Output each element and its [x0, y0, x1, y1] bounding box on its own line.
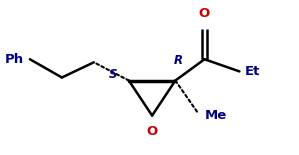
- Text: O: O: [147, 125, 158, 138]
- Text: Et: Et: [245, 65, 261, 78]
- Text: R: R: [174, 54, 183, 67]
- Text: Ph: Ph: [5, 53, 24, 66]
- Text: O: O: [199, 7, 210, 20]
- Text: Me: Me: [205, 109, 227, 122]
- Text: S: S: [109, 68, 117, 81]
